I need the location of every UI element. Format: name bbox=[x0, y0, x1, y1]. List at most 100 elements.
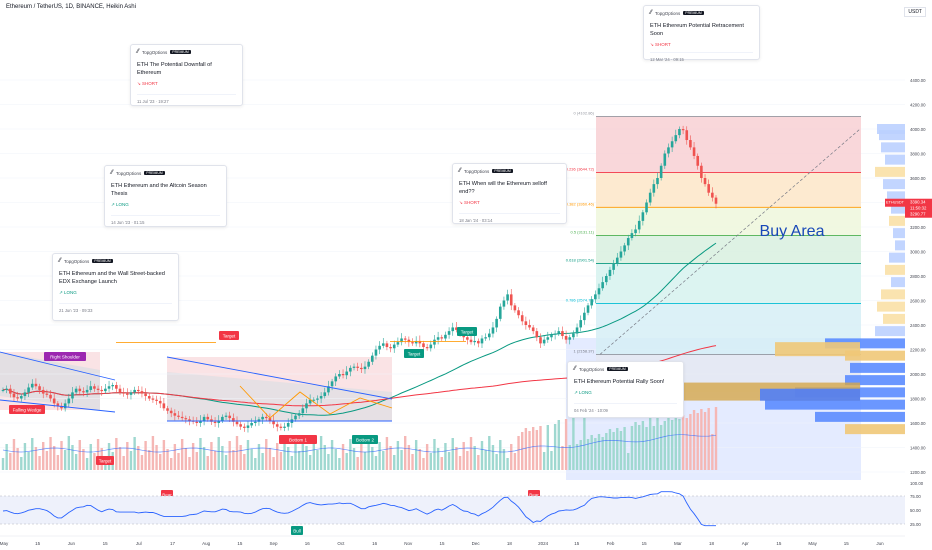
candle-body[interactable] bbox=[378, 345, 381, 350]
candle-body[interactable] bbox=[111, 385, 114, 387]
candle-body[interactable] bbox=[645, 202, 648, 213]
candle-body[interactable] bbox=[583, 312, 586, 321]
candle-body[interactable] bbox=[608, 269, 612, 276]
candle-body[interactable] bbox=[670, 141, 674, 148]
candle-body[interactable] bbox=[667, 147, 670, 154]
candle-body[interactable] bbox=[542, 339, 546, 344]
candle-body[interactable] bbox=[711, 192, 714, 198]
candle-body[interactable] bbox=[700, 165, 703, 178]
idea-title[interactable]: ETH When will the Ethereum selloff end?? bbox=[459, 181, 547, 195]
candle-body[interactable] bbox=[601, 282, 604, 289]
candle-body[interactable] bbox=[637, 220, 641, 230]
idea-title[interactable]: ETH Ethereum and the Altcoin Season Thes… bbox=[111, 183, 207, 197]
candle-body[interactable] bbox=[422, 343, 425, 348]
candle-body[interactable] bbox=[696, 155, 700, 166]
candle-body[interactable] bbox=[228, 415, 231, 419]
candle-body[interactable] bbox=[330, 381, 334, 387]
candle-body[interactable] bbox=[202, 416, 206, 421]
candle-body[interactable] bbox=[579, 320, 583, 328]
candle-body[interactable] bbox=[403, 338, 407, 340]
idea-card-rally[interactable]: ⁄⁄ TopgOptions PREMIUM ETH Ethereum Potent… bbox=[567, 361, 684, 418]
candle-body[interactable] bbox=[466, 337, 469, 340]
candle-body[interactable] bbox=[115, 385, 118, 389]
candle-body[interactable] bbox=[440, 337, 444, 339]
candle-body[interactable] bbox=[239, 424, 242, 427]
candle-body[interactable] bbox=[63, 403, 67, 409]
candle-body[interactable] bbox=[118, 388, 122, 393]
candle-body[interactable] bbox=[107, 386, 111, 389]
candle-body[interactable] bbox=[381, 343, 385, 346]
candle-body[interactable] bbox=[199, 420, 202, 423]
candle-body[interactable] bbox=[681, 129, 685, 131]
author-name[interactable]: TopgOptions bbox=[142, 49, 168, 55]
candle-body[interactable] bbox=[385, 343, 389, 348]
candle-body[interactable] bbox=[586, 305, 590, 313]
candle-body[interactable] bbox=[392, 344, 396, 349]
candle-body[interactable] bbox=[692, 147, 696, 156]
candle-body[interactable] bbox=[561, 331, 564, 337]
candle-body[interactable] bbox=[85, 389, 89, 393]
candle-body[interactable] bbox=[177, 415, 180, 417]
candle-body[interactable] bbox=[147, 396, 151, 399]
candle-body[interactable] bbox=[1, 389, 5, 391]
candle-body[interactable] bbox=[136, 389, 140, 392]
candle-body[interactable] bbox=[268, 418, 272, 421]
candle-body[interactable] bbox=[74, 388, 78, 393]
candle-body[interactable] bbox=[374, 349, 378, 356]
candle-body[interactable] bbox=[206, 416, 210, 420]
candle-body[interactable] bbox=[275, 424, 279, 427]
candle-body[interactable] bbox=[250, 423, 253, 426]
candle-body[interactable] bbox=[294, 415, 297, 420]
price-unit-label[interactable]: USDT bbox=[904, 7, 926, 17]
candle-body[interactable] bbox=[71, 392, 74, 399]
candle-body[interactable] bbox=[575, 327, 579, 334]
candle-body[interactable] bbox=[539, 337, 542, 344]
candle-body[interactable] bbox=[370, 355, 374, 362]
candle-body[interactable] bbox=[60, 405, 63, 409]
candle-body[interactable] bbox=[345, 371, 349, 376]
candle-body[interactable] bbox=[689, 140, 692, 148]
candle-body[interactable] bbox=[217, 420, 221, 423]
candle-body[interactable] bbox=[414, 340, 418, 344]
candle-body[interactable] bbox=[491, 327, 495, 334]
candle-body[interactable] bbox=[656, 178, 659, 185]
candle-body[interactable] bbox=[630, 233, 634, 239]
candle-body[interactable] bbox=[572, 333, 575, 338]
candle-body[interactable] bbox=[155, 399, 158, 401]
candle-body[interactable] bbox=[56, 403, 60, 406]
candle-body[interactable] bbox=[605, 276, 608, 283]
candle-body[interactable] bbox=[23, 392, 27, 397]
candle-body[interactable] bbox=[659, 165, 663, 178]
candle-body[interactable] bbox=[568, 337, 572, 340]
candle-body[interactable] bbox=[498, 306, 502, 319]
candle-body[interactable] bbox=[634, 229, 637, 234]
candle-body[interactable] bbox=[19, 396, 23, 399]
candle-body[interactable] bbox=[444, 334, 447, 339]
candle-body[interactable] bbox=[550, 334, 553, 338]
candle-body[interactable] bbox=[363, 366, 367, 370]
candle-body[interactable] bbox=[703, 178, 707, 185]
idea-card-selloff[interactable]: ⁄⁄ TopgOptions PREMIUM ETH When will the E… bbox=[452, 163, 567, 224]
candle-body[interactable] bbox=[286, 423, 290, 427]
candle-body[interactable] bbox=[531, 327, 535, 332]
candle-body[interactable] bbox=[279, 426, 283, 428]
candle-body[interactable] bbox=[674, 135, 678, 142]
candle-body[interactable] bbox=[652, 184, 656, 193]
candle-body[interactable] bbox=[272, 420, 275, 425]
candle-body[interactable] bbox=[173, 413, 177, 416]
author-name[interactable]: TopgOptions bbox=[464, 168, 490, 174]
candle-body[interactable] bbox=[184, 418, 188, 420]
candle-body[interactable] bbox=[425, 347, 429, 349]
candle-body[interactable] bbox=[78, 388, 82, 392]
candle-body[interactable] bbox=[129, 392, 133, 395]
candle-body[interactable] bbox=[27, 387, 30, 393]
candle-body[interactable] bbox=[166, 408, 169, 411]
candle-body[interactable] bbox=[502, 300, 506, 307]
candle-body[interactable] bbox=[553, 333, 557, 335]
candle-body[interactable] bbox=[473, 340, 476, 343]
candle-body[interactable] bbox=[524, 321, 528, 325]
candle-body[interactable] bbox=[327, 386, 330, 393]
candle-body[interactable] bbox=[520, 315, 524, 322]
author-name[interactable]: TopgOptions bbox=[655, 10, 681, 16]
candle-body[interactable] bbox=[104, 388, 107, 392]
